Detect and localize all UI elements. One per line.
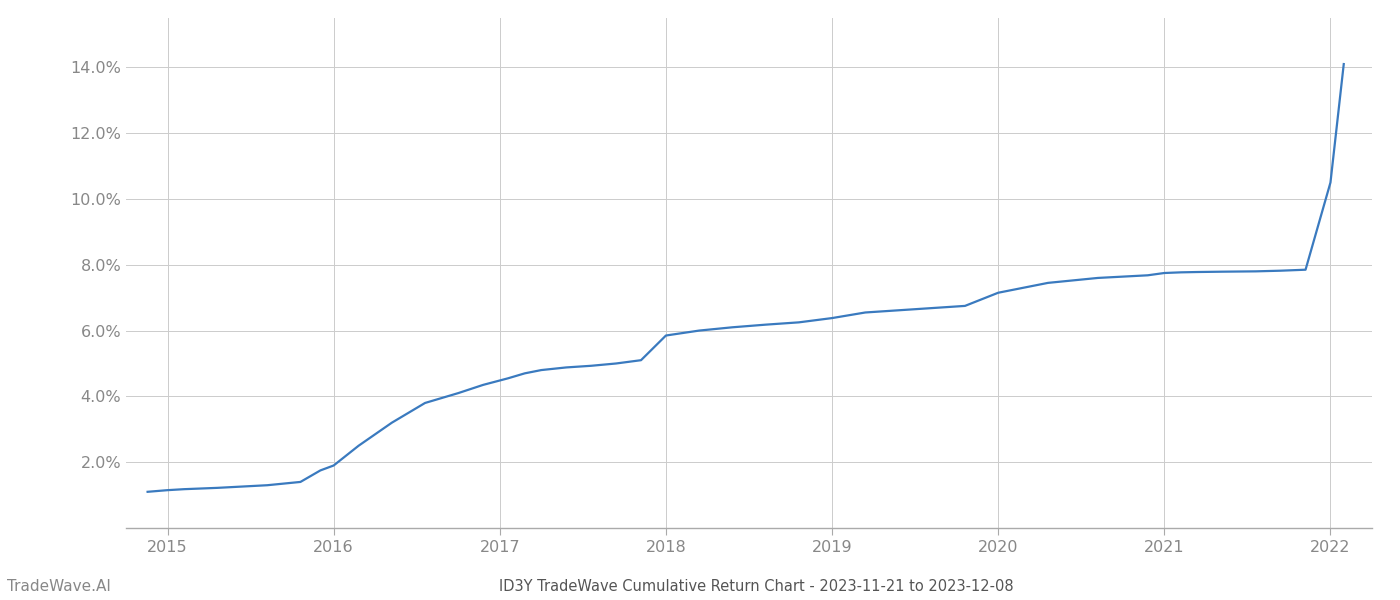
Text: ID3Y TradeWave Cumulative Return Chart - 2023-11-21 to 2023-12-08: ID3Y TradeWave Cumulative Return Chart -… [498, 579, 1014, 594]
Text: TradeWave.AI: TradeWave.AI [7, 579, 111, 594]
